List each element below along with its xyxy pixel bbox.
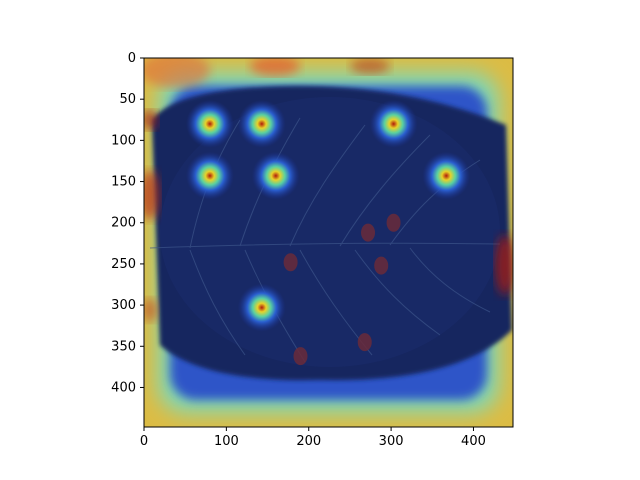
y-tick-label-3: 150: [111, 175, 136, 190]
x-tick-label-2: 200: [296, 434, 321, 449]
leaf-lesions: [283, 213, 401, 366]
y-tick-label-7: 350: [111, 339, 136, 354]
attention-spot-1: [237, 99, 286, 148]
y-tick-label-8: 400: [111, 380, 136, 395]
y-tick-label-4: 200: [111, 216, 136, 231]
y-tick-label-0: 0: [128, 51, 136, 66]
x-tick-label-0: 0: [140, 434, 148, 449]
attention-spot-3: [369, 99, 418, 148]
lesion-4: [357, 333, 372, 352]
attention-spot-0: [185, 151, 234, 200]
y-tick-label-6: 300: [111, 298, 136, 313]
x-tick-label-1: 100: [214, 434, 239, 449]
attention-spot-2: [251, 151, 300, 200]
attention-spot-4: [422, 151, 471, 200]
heatmap-image: [144, 58, 513, 427]
lesion-3: [374, 256, 389, 275]
lesion-1: [386, 213, 401, 232]
attention-spot-6: [185, 99, 234, 148]
lesion-5: [293, 347, 308, 366]
x-tick-label-4: 400: [461, 434, 486, 449]
attention-spot-5: [237, 283, 286, 332]
x-axis: 0 100 200 300 400: [140, 427, 486, 449]
x-tick-label-3: 300: [379, 434, 404, 449]
lesion-0: [361, 223, 376, 242]
attention-spots: [185, 99, 471, 332]
y-tick-label-5: 250: [111, 257, 136, 272]
y-axis: 0 50 100 150 200 250 300 350 400: [111, 51, 144, 395]
lesion-2: [283, 253, 298, 272]
y-tick-label-1: 50: [119, 92, 136, 107]
y-tick-label-2: 100: [111, 133, 136, 148]
axes-frame: [143, 57, 514, 428]
